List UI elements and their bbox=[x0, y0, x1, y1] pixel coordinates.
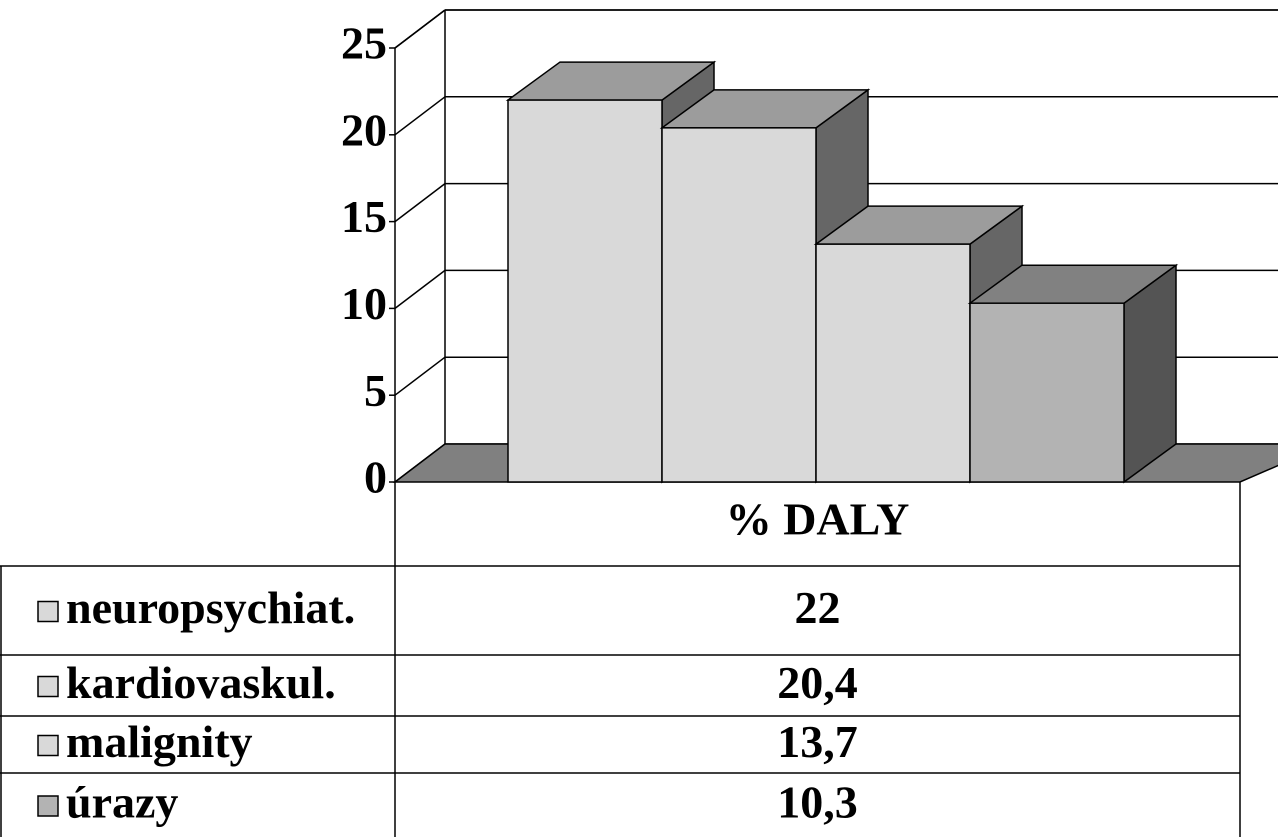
legend-swatch bbox=[37, 795, 59, 817]
data-label: 20,4 bbox=[777, 657, 858, 708]
grid-line bbox=[394, 96, 446, 136]
grid-line bbox=[394, 356, 446, 396]
bar bbox=[815, 243, 971, 483]
grid-line bbox=[394, 183, 446, 223]
grid-line bbox=[394, 269, 446, 309]
bar bbox=[661, 127, 817, 483]
data-label: 22 bbox=[795, 582, 841, 633]
data-label: 10,3 bbox=[777, 777, 858, 828]
data-label: 13,7 bbox=[777, 716, 858, 767]
y-tick-label: 20 bbox=[341, 104, 387, 155]
legend-label: malignity bbox=[66, 716, 253, 767]
bar bbox=[507, 99, 663, 483]
grid-line bbox=[394, 9, 446, 49]
legend-swatch bbox=[37, 600, 59, 623]
legend-label: neuropsychiat. bbox=[66, 582, 355, 633]
y-tick-label: 15 bbox=[341, 191, 387, 242]
legend-label: kardiovaskul. bbox=[66, 657, 336, 708]
y-tick-label: 10 bbox=[341, 278, 387, 329]
legend-label: úrazy bbox=[66, 777, 178, 828]
y-tick-label: 5 bbox=[364, 365, 387, 416]
y-tick-label: 25 bbox=[341, 18, 387, 69]
bar bbox=[969, 302, 1125, 483]
table-header: % DALY bbox=[726, 494, 910, 545]
legend-swatch bbox=[37, 675, 59, 698]
legend-swatch bbox=[37, 734, 59, 757]
y-tick-label: 0 bbox=[364, 452, 387, 503]
